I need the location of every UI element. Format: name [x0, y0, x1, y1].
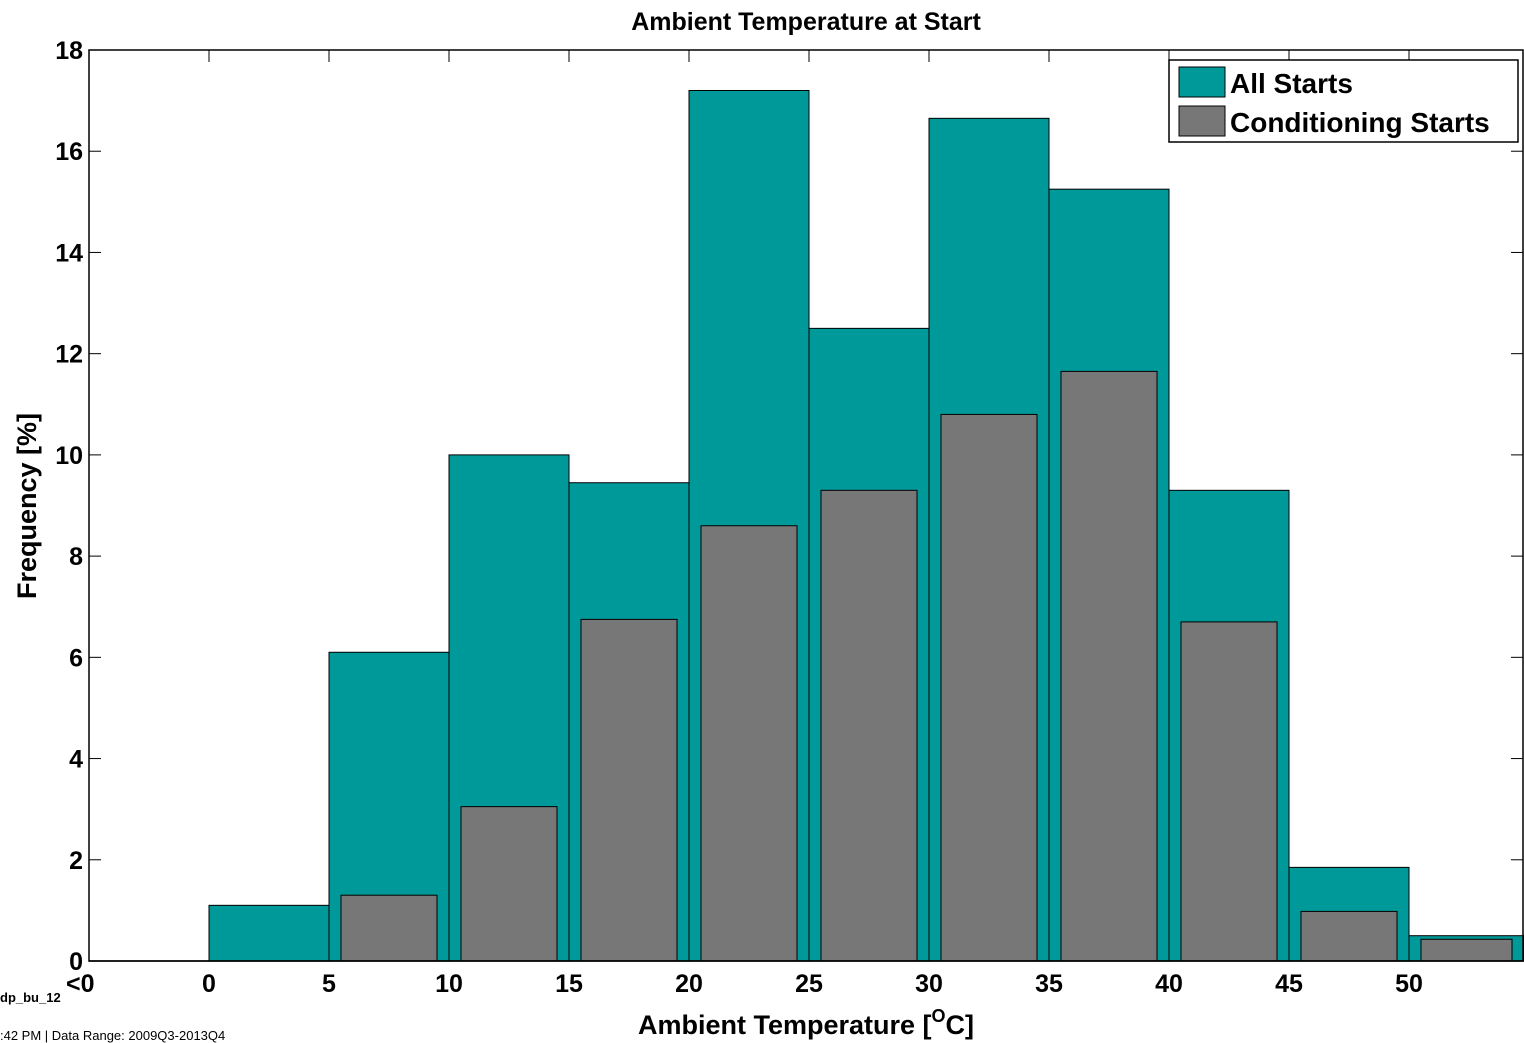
conditioning-starts-bar [1060, 370, 1158, 962]
x-tick-label: 30 [915, 970, 943, 998]
conditioning-starts-bar [460, 806, 558, 962]
conditioning-starts-bar [700, 525, 798, 962]
legend-box [1168, 59, 1519, 143]
x-axis-label-main: Ambient Temperature [ [638, 1010, 932, 1040]
conditioning-starts-bar [1180, 621, 1278, 962]
conditioning-starts-bar [340, 894, 438, 962]
x-tick-label: 35 [1035, 970, 1063, 998]
conditioning-starts-bar [940, 413, 1038, 962]
y-axis-label: Frequency [%] [12, 413, 42, 599]
axis-ticks [88, 49, 1524, 962]
legend-label-conditioning-starts: Conditioning Starts [1230, 107, 1490, 138]
x-tick-label: 25 [795, 970, 823, 998]
y-tick-label: 8 [69, 543, 83, 571]
x-axis-label-end: C] [946, 1010, 975, 1040]
conditioning-starts-bar [580, 618, 678, 962]
x-axis-label: Ambient Temperature [OC] [638, 1006, 974, 1040]
legend-swatch-all-starts [1178, 66, 1226, 98]
x-tick-label: <0 [66, 970, 95, 998]
y-tick-labels: 0 2 4 6 8 10 12 14 16 18 [55, 37, 83, 976]
chart-title: Ambient Temperature at Start [631, 8, 981, 36]
x-tick-label: 5 [322, 970, 336, 998]
conditioning-starts-bar [820, 489, 918, 962]
y-tick-label: 12 [55, 341, 83, 369]
legend-swatch-conditioning-starts [1178, 105, 1226, 137]
x-tick-label: 40 [1155, 970, 1183, 998]
x-tick-label: 10 [435, 970, 463, 998]
x-tick-labels: <0 0 5 10 15 20 25 30 35 40 45 50 [66, 970, 1423, 998]
all-starts-bar [208, 904, 330, 962]
x-tick-label: 0 [202, 970, 216, 998]
y-tick-label: 16 [55, 138, 83, 166]
x-tick-label: 50 [1395, 970, 1423, 998]
legend-label-all-starts: All Starts [1230, 68, 1353, 99]
x-tick-label: 45 [1275, 970, 1303, 998]
y-tick-label: 0 [69, 948, 83, 976]
x-axis-label-superscript: O [932, 1006, 946, 1026]
conditioning-starts-bar [1300, 910, 1398, 962]
y-tick-label: 2 [69, 847, 83, 875]
conditioning-starts-bar [1420, 938, 1513, 962]
conditioning-starts-bars [340, 370, 1513, 962]
x-tick-label: 15 [555, 970, 583, 998]
y-tick-label: 10 [55, 442, 83, 470]
y-tick-label: 18 [55, 37, 83, 65]
footer-id: dp_bu_12 [0, 990, 61, 1005]
y-tick-label: 4 [69, 746, 83, 774]
legend: All Starts Conditioning Starts [1168, 59, 1519, 143]
y-tick-label: 14 [55, 239, 83, 267]
y-tick-label: 6 [69, 644, 83, 672]
x-tick-label: 20 [675, 970, 703, 998]
footer-note: :42 PM | Data Range: 2009Q3-2013Q4 [0, 1028, 225, 1043]
